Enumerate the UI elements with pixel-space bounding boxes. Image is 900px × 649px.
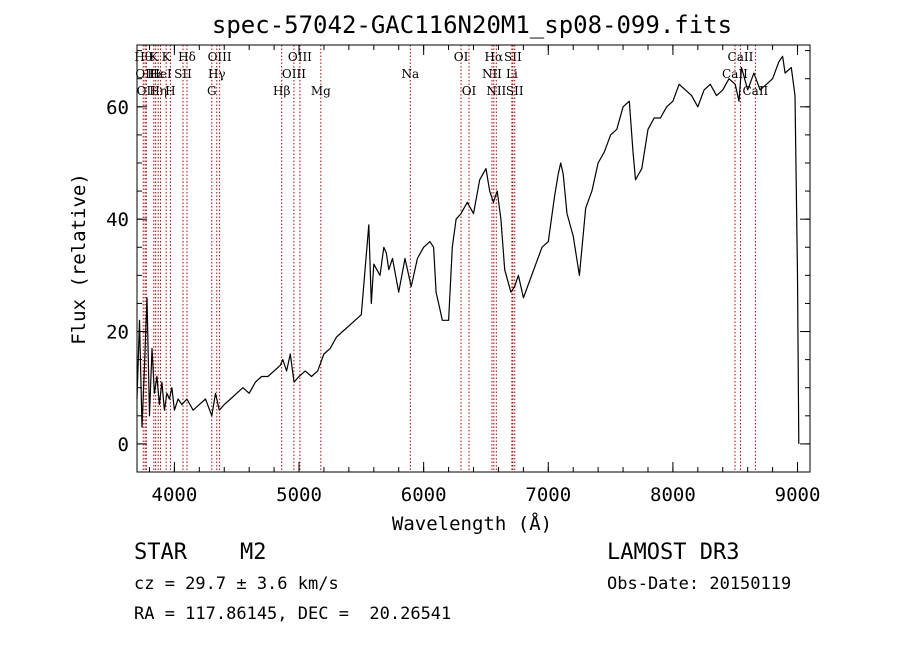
y-tick-label-3: 60 — [106, 97, 129, 119]
redshift-label: cz = 29.7 ± 3.6 km/s — [134, 574, 339, 594]
line-marker-label-5: Hη — [149, 84, 167, 98]
x-tick-label-1: 5000 — [276, 484, 322, 506]
axes: 4000 5000 6000 7000 8000 9000 0 20 40 60 — [106, 44, 821, 506]
line-marker-label-20: OI — [462, 84, 477, 98]
x-tick-label-5: 9000 — [775, 484, 821, 506]
line-marker-label-1: OII — [135, 67, 155, 81]
line-marker-label-26: SII — [506, 84, 524, 98]
obs-date-label: Obs-Date: 20150119 — [607, 574, 792, 594]
x-tick-label-0: 4000 — [152, 484, 198, 506]
line-marker-label-9: SII — [174, 67, 192, 81]
line-marker-label-4: Hε — [147, 67, 164, 81]
line-marker-label-0: Hθ — [134, 50, 152, 64]
line-marker-label-19: OI — [454, 50, 469, 64]
line-marker-label-16: OIII — [288, 50, 312, 64]
line-marker-label-22: Hα — [485, 50, 504, 64]
series-line-spectrum — [136, 55, 800, 444]
chart-title: spec-57042-GAC116N20M1_sp08-099.fits — [212, 11, 732, 39]
line-marker-label-12: Hγ — [208, 67, 226, 81]
series-group — [136, 55, 800, 444]
coordinates-label: RA = 117.86145, DEC = 20.26541 — [134, 604, 452, 624]
survey-label: LAMOST DR3 — [607, 540, 740, 565]
x-axis-label: Wavelength (Å) — [392, 512, 552, 535]
x-tick-label-3: 7000 — [525, 484, 571, 506]
line-marker-label-15: OIII — [282, 67, 306, 81]
y-tick-label-2: 40 — [106, 209, 129, 231]
line-marker-label-6: HeI — [149, 67, 172, 81]
line-marker-label-21: NII — [482, 67, 502, 81]
line-marker-label-14: Hβ — [273, 84, 290, 98]
y-axis-label: Flux (relative) — [68, 173, 90, 345]
y-tick-label-0: 0 — [118, 434, 129, 456]
line-markers: Hθ OII OII K Hε Hη HeI K H SII Hδ G Hγ OIII Hβ OIII OIII… — [134, 45, 769, 472]
line-marker-label-25: SII — [504, 50, 522, 64]
plot-frame — [136, 44, 811, 473]
object-subclass: M2 — [240, 540, 267, 565]
y-tick-label-1: 20 — [106, 322, 129, 344]
object-class: STAR — [134, 540, 187, 565]
line-marker-label-24: Li — [506, 67, 518, 81]
line-marker-label-23: NII — [486, 84, 506, 98]
line-marker-label-17: Mg — [311, 84, 331, 98]
line-marker-label-3: K — [149, 50, 159, 64]
line-marker-label-28: CaII — [728, 50, 754, 64]
line-marker-label-18: Na — [401, 67, 419, 81]
x-tick-label-2: 6000 — [401, 484, 447, 506]
x-tick-label-4: 8000 — [650, 484, 696, 506]
line-marker-label-2: OII — [137, 84, 157, 98]
line-marker-label-8: H — [165, 84, 175, 98]
line-marker-label-7: K — [162, 50, 172, 64]
line-marker-label-13: OIII — [208, 50, 232, 64]
line-marker-label-10: Hδ — [178, 50, 196, 64]
line-marker-label-11: G — [207, 84, 217, 98]
